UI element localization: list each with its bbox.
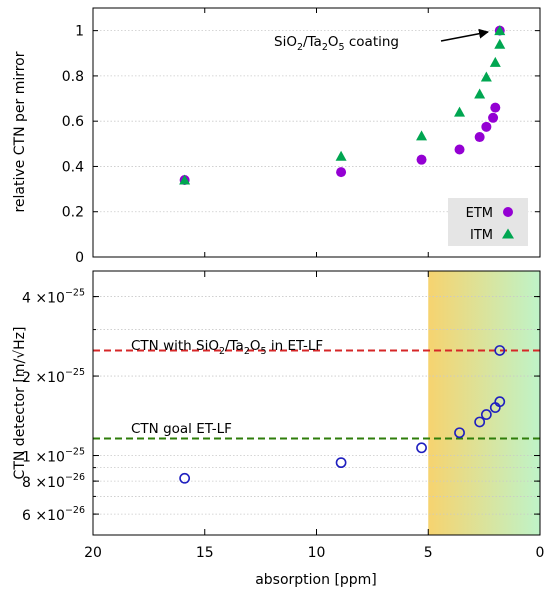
etm-point <box>454 144 465 155</box>
itm-point <box>179 174 191 185</box>
x-tick-label: 10 <box>308 545 326 561</box>
bottom-plot-frame <box>92 270 541 536</box>
top-y-tick-label: 1 <box>75 24 84 40</box>
itm-points <box>179 25 506 185</box>
ctn-point <box>494 396 506 408</box>
ctn-point <box>454 427 465 439</box>
bottom-gridlines <box>93 296 540 515</box>
legend-marker-etm <box>503 207 513 217</box>
bottom-y-tick-label: 1 ×10−25 <box>22 447 85 466</box>
bottom-panel: 6 ×10−26 8 ×10−26 1 ×10−25 2 ×10−25 4 ×10−25… <box>12 270 544 588</box>
top-y-tick-label: 0.6 <box>62 114 84 130</box>
bottom-y-tick-label: 4 ×10−25 <box>22 288 85 307</box>
top-y-tick-label: 0 <box>75 250 84 266</box>
top-y-ticks: 0 0.2 0.4 0.6 0.8 1 <box>62 24 540 266</box>
x-axis-title: absorption [ppm] <box>255 572 377 588</box>
bottom-y-tick-label: 2 ×10−25 <box>22 367 85 386</box>
ctn-point <box>335 457 347 469</box>
legend-label-itm: ITM <box>470 228 493 243</box>
x-tick-label: 0 <box>536 545 545 561</box>
itm-point <box>494 25 506 36</box>
itm-point <box>489 56 501 67</box>
top-y-tick-label: 0.8 <box>62 69 84 85</box>
annotation-arrow <box>440 28 489 42</box>
itm-point <box>474 88 486 99</box>
etm-point <box>481 121 492 132</box>
bottom-x-ticks: 20 15 10 5 0 <box>84 271 544 561</box>
ctn-point <box>416 442 427 454</box>
ctn-point <box>480 409 492 420</box>
top-plot-frame <box>92 7 541 258</box>
etm-point <box>474 132 485 143</box>
itm-point <box>335 150 347 161</box>
etm-point <box>488 112 499 123</box>
highlight-region <box>428 271 540 535</box>
bottom-y-axis-title: CTN detector [m/√Hz] <box>12 327 28 480</box>
legend-label-etm: ETM <box>466 206 493 221</box>
ctn-point <box>474 416 486 428</box>
reference-lines <box>93 349 540 440</box>
legend: ETM ITM <box>448 198 528 246</box>
x-tick-label: 15 <box>196 545 214 561</box>
bottom-y-ticks: 6 ×10−26 8 ×10−26 1 ×10−25 2 ×10−25 4 ×10−25 <box>22 270 540 536</box>
bottom-y-tick-label: 6 ×10−26 <box>22 505 85 524</box>
annotation-text: SiO2/Ta2O5 coating <box>274 34 399 53</box>
etm-point <box>490 102 501 113</box>
legend-marker-itm <box>502 228 514 239</box>
legend-box <box>448 198 528 246</box>
top-y-tick-label: 0.2 <box>62 205 84 221</box>
coating-annotation: SiO2/Ta2O5 coating <box>274 28 489 53</box>
top-y-axis-title: relative CTN per mirror <box>12 51 28 212</box>
itm-point <box>454 106 466 117</box>
x-tick-label: 20 <box>84 545 102 561</box>
itm-point <box>416 130 428 141</box>
reference-label-goal: CTN goal ET-LF <box>131 421 232 437</box>
ctn-detector-points <box>179 345 506 484</box>
reference-label-sio2: CTN with SiO2/Ta2O5 in ET-LF <box>131 338 323 357</box>
etm-point <box>416 154 427 165</box>
ctn-point <box>494 345 506 356</box>
etm-point <box>336 167 347 178</box>
itm-point <box>494 38 506 49</box>
top-y-tick-label: 0.4 <box>62 159 84 175</box>
x-tick-label: 5 <box>424 545 433 561</box>
ctn-point <box>179 472 191 484</box>
bottom-y-tick-label: 8 ×10−26 <box>22 472 85 491</box>
top-gridlines <box>93 30 540 213</box>
top-panel: 0 0.2 0.4 0.6 0.8 1 ETM ITM SiO2/Ta2O5 coatin… <box>12 7 541 266</box>
itm-point <box>480 71 492 82</box>
